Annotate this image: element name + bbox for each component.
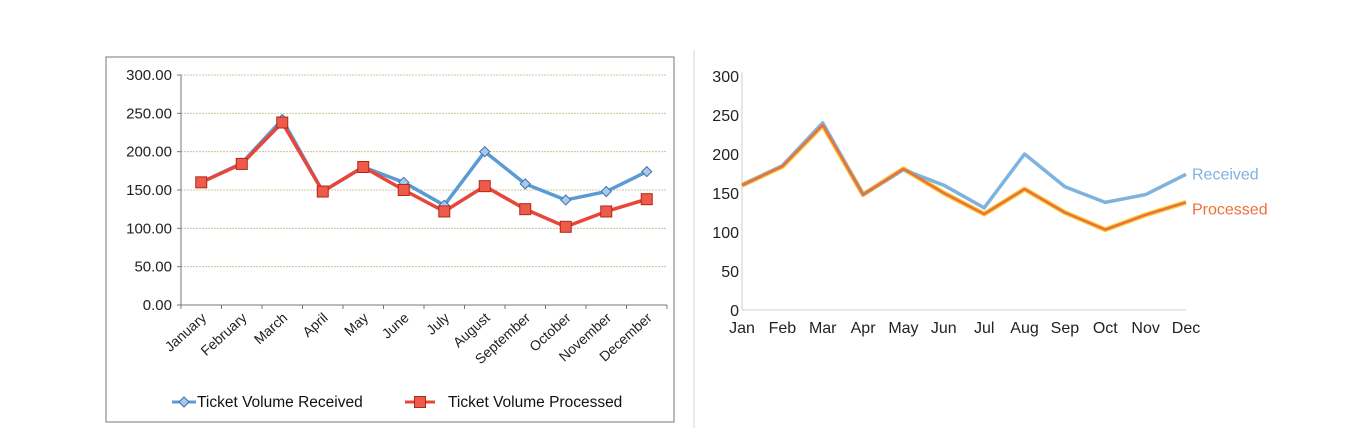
x-tick-label: Apr	[851, 320, 877, 337]
data-point	[478, 180, 491, 193]
y-tick-label: 150.00	[126, 182, 172, 199]
legend-marker-received	[178, 396, 190, 408]
data-point	[640, 193, 653, 206]
x-tick-label: Jul	[974, 320, 994, 337]
data-point	[519, 203, 532, 216]
legend-label-processed: Ticket Volume Processed	[448, 394, 622, 411]
data-point	[438, 205, 451, 218]
direct-label-received: Received	[1192, 166, 1259, 183]
y-tick-label: 300	[712, 69, 739, 86]
y-tick-label: 0	[730, 303, 739, 320]
x-tick-label: Mar	[809, 320, 837, 337]
left-chart-frame	[105, 56, 675, 423]
y-tick-label: 150	[712, 186, 739, 203]
y-tick-label: 250.00	[126, 105, 172, 122]
y-tick-label: 250	[712, 108, 739, 125]
x-tick-label: Nov	[1131, 320, 1159, 337]
direct-label-processed: Processed	[1192, 201, 1268, 218]
legend-marker-processed	[414, 396, 426, 408]
x-tick-label: May	[888, 320, 918, 337]
x-tick-label: Aug	[1010, 320, 1038, 337]
y-tick-label: 200	[712, 147, 739, 164]
data-point	[600, 185, 612, 198]
data-point	[235, 157, 248, 170]
data-point	[559, 220, 572, 233]
x-tick-label: Jan	[729, 320, 755, 337]
x-tick-label: Feb	[769, 320, 797, 337]
series-line-received	[200, 117, 648, 208]
y-tick-label: 100.00	[126, 220, 172, 237]
x-tick-label: Oct	[1093, 320, 1118, 337]
series-line-processed	[741, 123, 1187, 231]
legend-label-received: Ticket Volume Received	[197, 394, 363, 411]
data-point	[519, 178, 531, 190]
data-point	[560, 194, 572, 206]
y-tick-label: 50	[721, 264, 739, 281]
x-tick-label: Dec	[1172, 320, 1200, 337]
data-point	[357, 161, 370, 173]
y-tick-label: 50.00	[134, 259, 172, 276]
right-chart: 0 50 100 150 200 250 300 Jan Feb Mar Apr May Jun Jul A…	[712, 69, 1267, 337]
data-point	[600, 205, 613, 218]
y-tick-label: 100	[712, 225, 739, 242]
series-line-processed	[200, 120, 648, 229]
data-point	[316, 185, 329, 198]
y-tick-label: 300.00	[126, 67, 172, 84]
data-point	[479, 145, 491, 158]
y-tick-label: 200.00	[126, 144, 172, 161]
data-point	[276, 116, 289, 129]
data-point	[397, 184, 410, 196]
series-line-received	[741, 121, 1187, 210]
x-tick-label: Sep	[1051, 320, 1080, 337]
data-point	[195, 176, 208, 189]
y-tick-label: 0.00	[143, 297, 172, 314]
x-tick-label: Jun	[931, 320, 957, 337]
data-point	[641, 165, 653, 178]
